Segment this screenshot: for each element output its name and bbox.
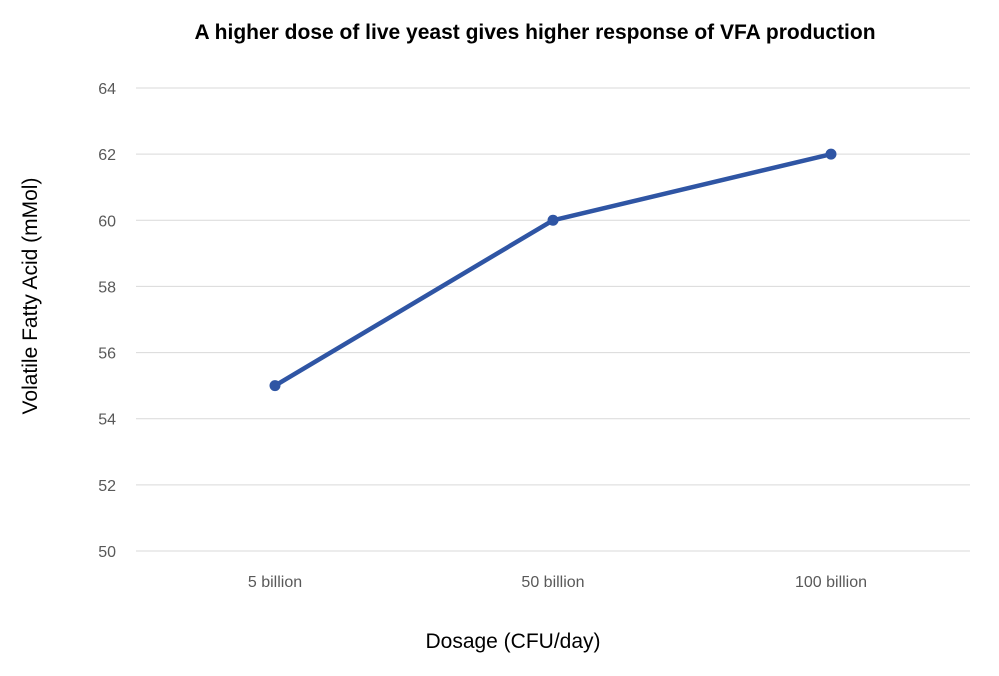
y-tick-label: 56 [98, 346, 116, 363]
y-tick-label: 60 [98, 213, 116, 230]
chart-title: A higher dose of live yeast gives higher… [194, 21, 875, 44]
data-point [825, 148, 837, 160]
gridlines [136, 87, 970, 552]
x-tick-label: 5 billion [248, 574, 302, 591]
y-tick-label: 58 [98, 279, 116, 296]
y-tick-label: 62 [98, 147, 116, 164]
y-tick-label: 54 [98, 412, 116, 429]
series-layer [269, 148, 837, 392]
y-axis-label: Volatile Fatty Acid (mMol) [19, 178, 42, 415]
data-point [547, 214, 559, 226]
y-tick-label: 64 [98, 81, 116, 98]
y-tick-label: 50 [98, 544, 116, 561]
data-point [269, 380, 281, 392]
y-tick-label: 52 [98, 478, 116, 495]
x-tick-label: 50 billion [521, 574, 584, 591]
x-axis-label: Dosage (CFU/day) [425, 630, 600, 653]
x-axis-ticks: 5 billion 50 billion 100 billion [248, 574, 867, 591]
y-axis-ticks: 50 52 54 56 58 60 62 64 [98, 81, 116, 561]
x-tick-label: 100 billion [795, 574, 867, 591]
series-line [272, 151, 834, 388]
